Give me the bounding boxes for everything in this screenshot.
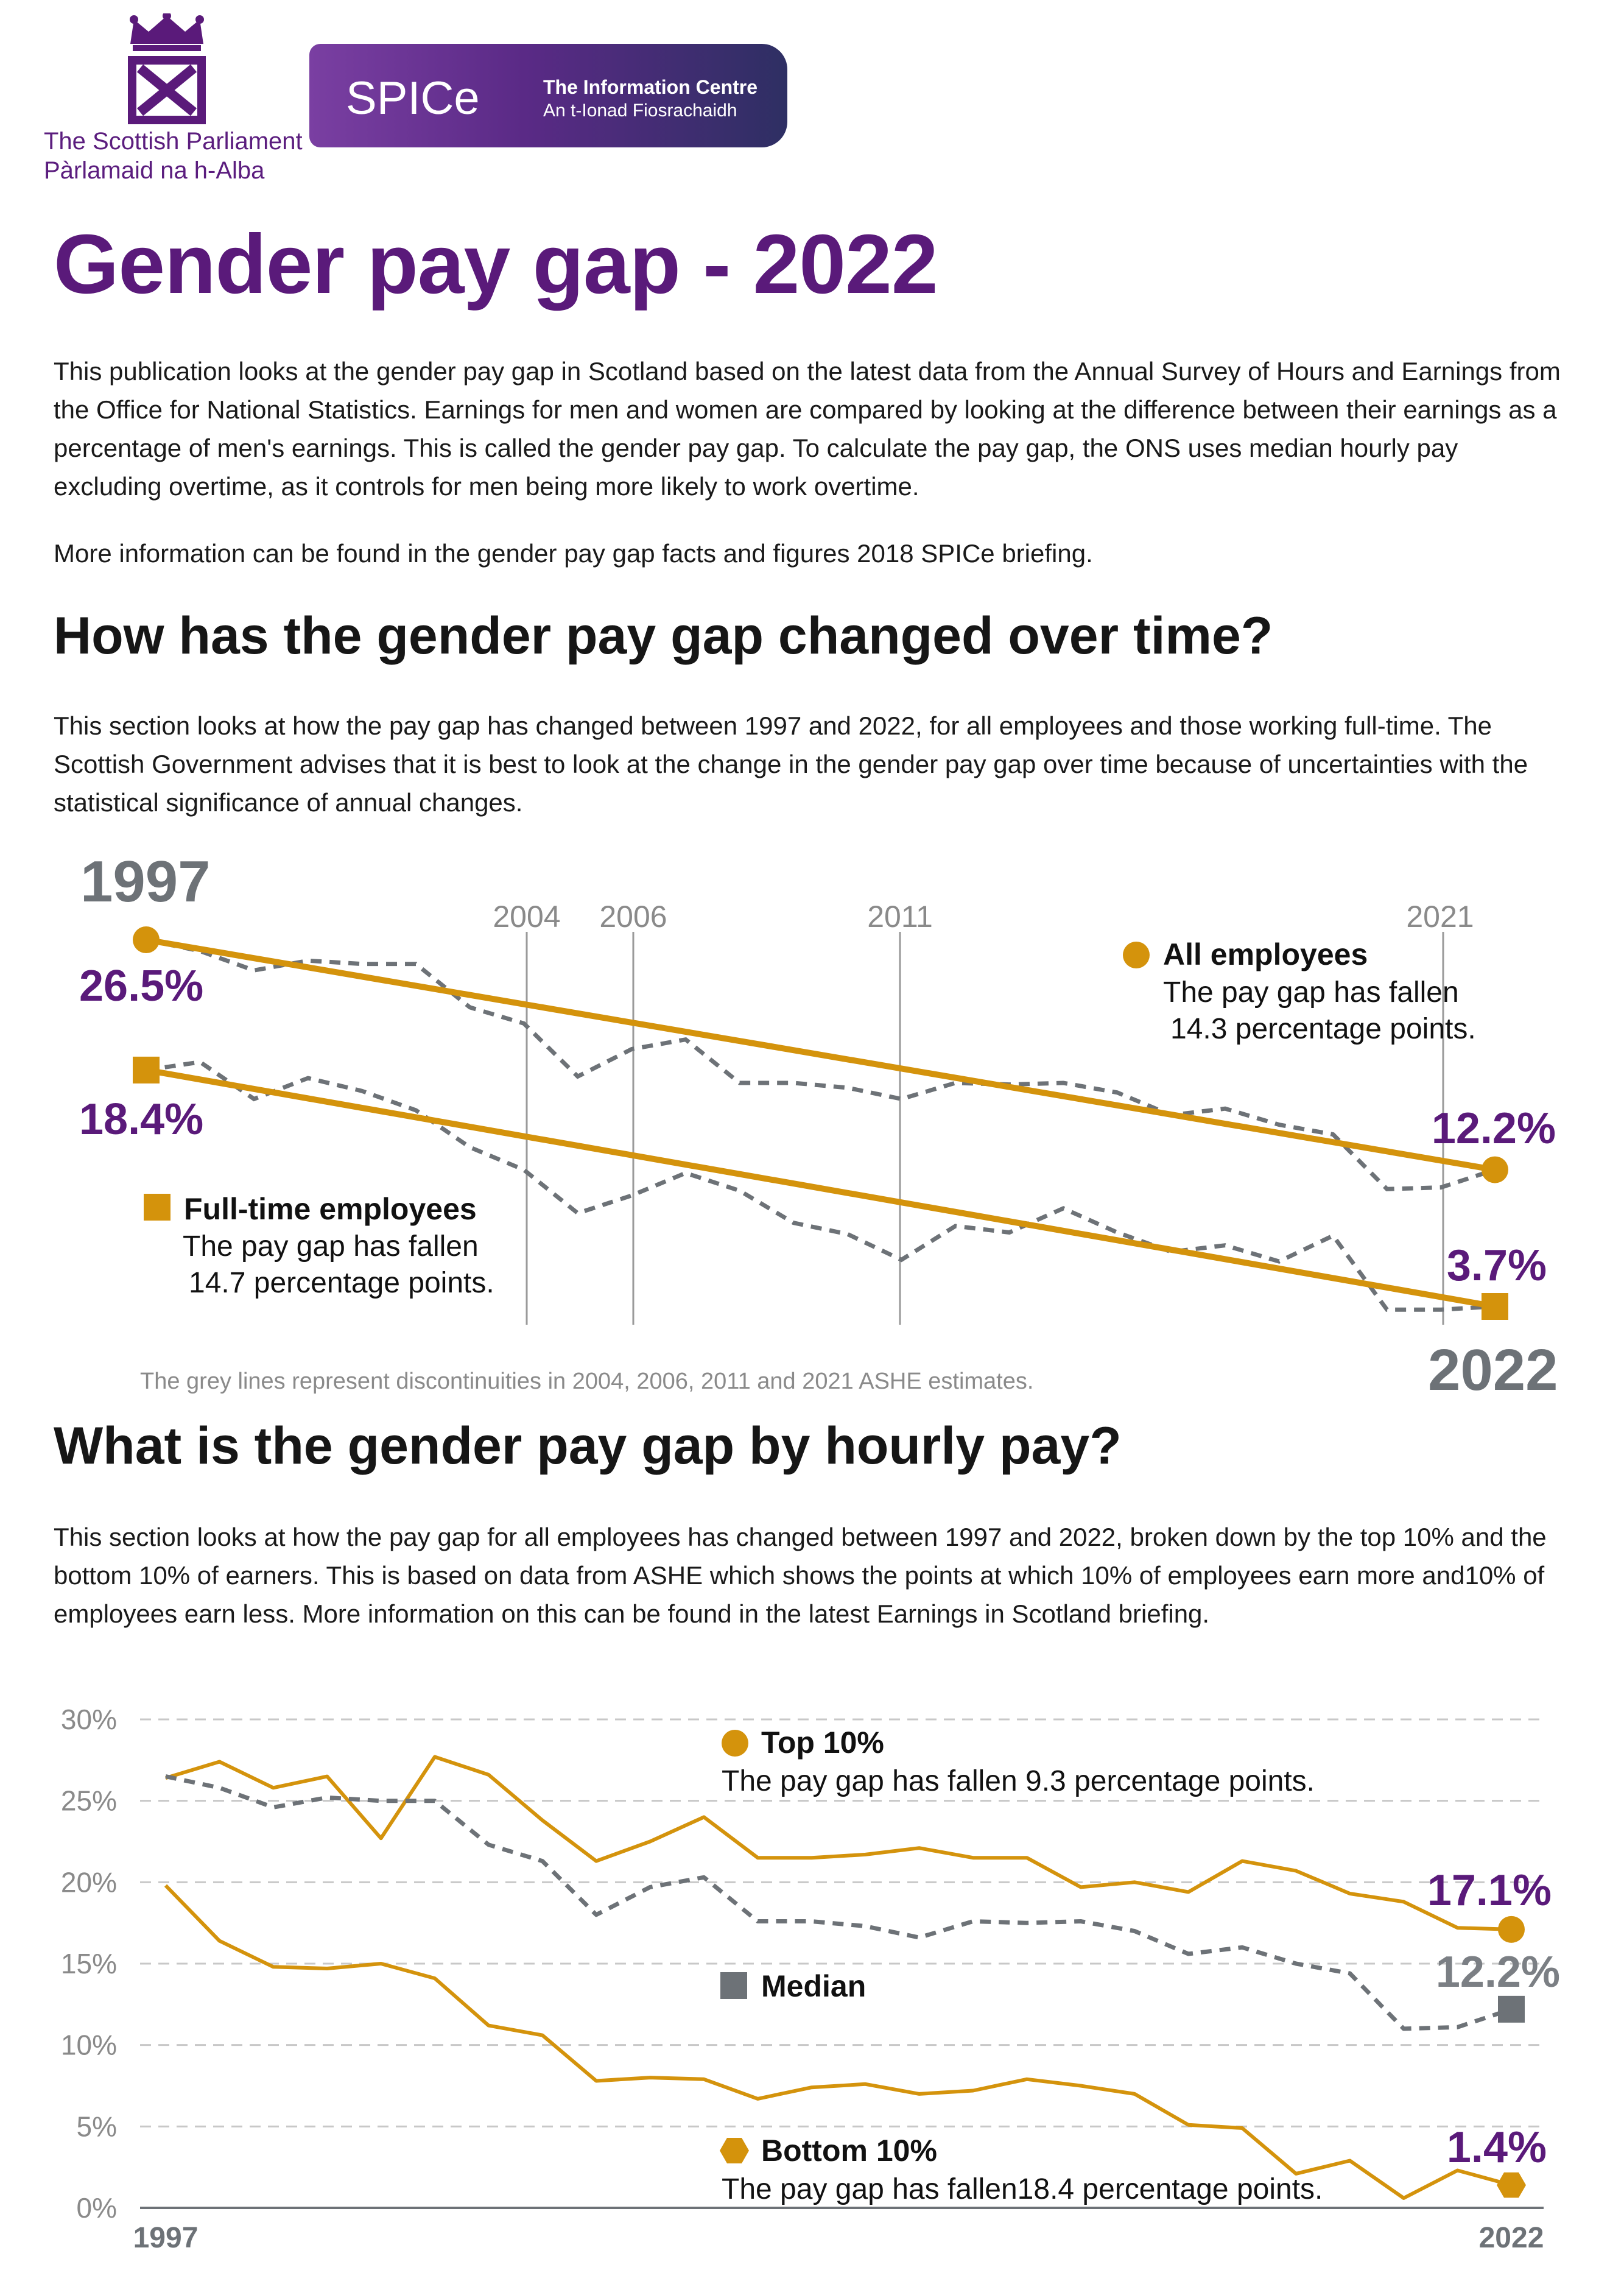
all-employees-note-line1: The pay gap has fallen (1163, 976, 1459, 1009)
top10-legend-title: Top 10% (761, 1725, 884, 1760)
all-employees-trend-line (146, 937, 1496, 1173)
section-heading-hourly-pay: What is the gender pay gap by hourly pay… (54, 1417, 1122, 1475)
discontinuity-label-2021: 2021 (1406, 900, 1474, 934)
bottom-10--end-marker (1497, 2172, 1526, 2198)
all-employees-start-marker (133, 926, 160, 953)
discontinuity-label-2011: 2011 (867, 900, 933, 934)
median-series-line (165, 1774, 1513, 2031)
full-time-note-line1: The pay gap has fallen (183, 1230, 479, 1263)
all-employees-actual-series-line (146, 937, 1496, 1191)
start-year-label: 1997 (80, 849, 211, 914)
y-tick-label: 5% (77, 2110, 117, 2142)
all-employees-start-value: 26.5% (79, 962, 203, 1010)
page-title: Gender pay gap - 2022 (54, 217, 938, 311)
end-year-label: 2022 (1428, 1338, 1558, 1403)
more-info-paragraph: More information can be found in the gen… (54, 539, 1093, 568)
top10-end-value: 17.1% (1427, 1866, 1552, 1915)
section-description-over-time: This section looks at how the pay gap ha… (54, 711, 1528, 817)
y-tick-label: 10% (61, 2029, 117, 2061)
full-time-note-line2: 14.7 percentage points. (189, 1267, 494, 1299)
top10-note: The pay gap has fallen 9.3 percentage po… (722, 1765, 1315, 1797)
top-10--end-marker (1498, 1916, 1525, 1943)
parliament-name-english: The Scottish Parliament (44, 128, 303, 155)
spice-subtitle: An t-Ionad Fiosrachaidh (543, 100, 737, 121)
full-time-employees-trend-line (146, 1066, 1496, 1309)
y-tick-label: 25% (61, 1785, 117, 1817)
bottom10-legend-title: Bottom 10% (761, 2134, 937, 2168)
top-10--series-line (165, 1755, 1512, 1931)
x-axis-end-label: 2022 (1479, 2222, 1544, 2254)
full-time-legend-icon (144, 1194, 170, 1221)
spice-logo-badge (309, 44, 787, 147)
spice-logo-text: SPICe (346, 72, 480, 124)
bottom-10--series-line (164, 1884, 1512, 2200)
y-tick-label: 0% (77, 2192, 117, 2224)
discontinuity-label-2004: 2004 (493, 900, 560, 934)
median-legend-icon (720, 1972, 747, 1999)
bottom10-end-value: 1.4% (1447, 2123, 1547, 2172)
section-description-hourly-pay: This section looks at how the pay gap fo… (54, 1523, 1547, 1628)
all-employees-legend-icon (1123, 942, 1150, 968)
median-legend-title: Median (761, 1969, 866, 2003)
full-time-start-value: 18.4% (79, 1095, 203, 1144)
full-time-employees-end-marker (1482, 1293, 1508, 1320)
all-employees-end-value: 12.2% (1432, 1104, 1556, 1153)
median-end-value: 12.2% (1436, 1948, 1560, 1997)
full-time-employees-actual-series-line (146, 1060, 1496, 1312)
all-employees-note-line2: 14.3 percentage points. (1170, 1013, 1476, 1045)
bottom10-note: The pay gap has fallen18.4 percentage po… (722, 2173, 1323, 2205)
discontinuity-footnote: The grey lines represent discontinuities… (140, 1369, 1033, 1394)
section-heading-over-time: How has the gender pay gap changed over … (54, 607, 1273, 665)
full-time-legend-title: Full-time employees (184, 1192, 477, 1226)
chart1-discontinuities: 2004 2006 2011 2021 (493, 900, 1474, 1325)
top10-legend-icon (722, 1730, 748, 1757)
all-employees-legend-title: All employees (1163, 937, 1368, 971)
chart1-labels: 1997 2022 26.5% 18.4% 12.2% 3.7% All emp… (79, 849, 1558, 1403)
x-axis-start-label: 1997 (133, 2222, 199, 2254)
y-tick-label: 20% (61, 1866, 117, 1898)
full-time-employees-start-marker (133, 1056, 160, 1084)
y-tick-label: 30% (61, 1704, 117, 1735)
median-end-marker (1498, 1995, 1525, 2023)
all-employees-end-marker (1482, 1156, 1508, 1183)
chart2-labels: 1997 2022 17.1% 12.2% 1.4% Top 10% The p… (133, 1725, 1560, 2254)
full-time-end-value: 3.7% (1447, 1241, 1547, 1290)
discontinuity-label-2006: 2006 (599, 900, 667, 934)
y-tick-label: 15% (61, 1948, 117, 1979)
scottish-parliament-crest-icon (128, 13, 206, 124)
spice-title: The Information Centre (543, 76, 758, 98)
bottom10-legend-icon (720, 2138, 749, 2163)
intro-paragraph: This publication looks at the gender pay… (54, 357, 1561, 501)
parliament-name-gaelic: Pàrlamaid na h-Alba (44, 157, 265, 184)
